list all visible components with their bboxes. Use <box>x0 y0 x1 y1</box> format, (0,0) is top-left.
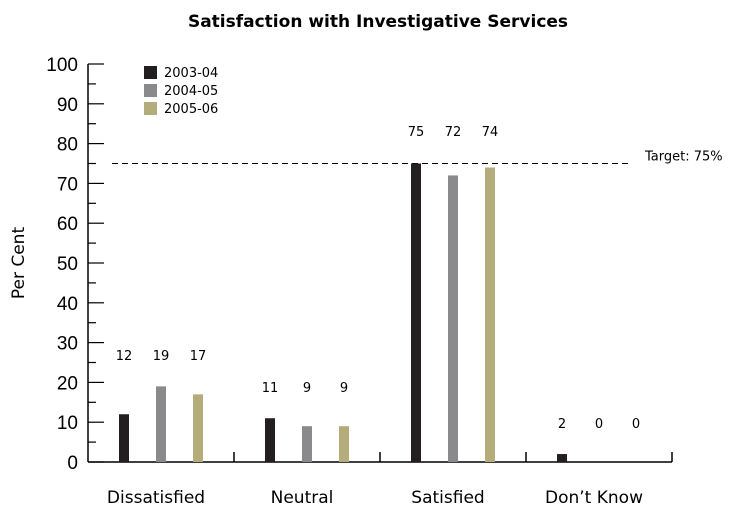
data-label: 9 <box>340 381 348 396</box>
bar <box>448 175 458 462</box>
legend: 2003-04 2004-05 2005-06 <box>144 66 218 117</box>
bar <box>265 418 275 462</box>
category-label: Satisfied <box>411 488 484 508</box>
legend-swatch <box>144 84 157 97</box>
category-label: Don’t Know <box>545 488 643 508</box>
y-tick-label: 60 <box>57 214 78 235</box>
bar <box>485 167 495 463</box>
data-label: 9 <box>303 381 311 396</box>
legend-label: 2004-05 <box>164 84 218 99</box>
target-line-group: Target: 75% <box>112 150 723 165</box>
legend-label: 2005-06 <box>164 102 218 117</box>
bar <box>302 426 312 462</box>
data-label: 19 <box>153 349 170 364</box>
y-tick-label: 70 <box>57 174 78 195</box>
y-tick-label: 80 <box>57 135 78 156</box>
bars <box>119 163 567 463</box>
y-axis-label: Per Cent <box>9 227 29 300</box>
y-tick-label: 20 <box>57 373 78 394</box>
data-label: 74 <box>482 125 499 140</box>
bar <box>119 414 129 462</box>
y-tick-label: 50 <box>57 254 78 275</box>
category-labels: Dissatisfied Neutral Satisfied Don’t Know <box>107 488 643 508</box>
data-label: 12 <box>116 349 133 364</box>
data-labels: 12 11 75 2 19 9 72 0 17 9 74 0 <box>116 125 640 432</box>
y-tick-label: 90 <box>57 95 78 116</box>
data-label: 0 <box>632 417 640 432</box>
bar <box>156 386 166 462</box>
bar <box>193 394 203 462</box>
category-label: Dissatisfied <box>107 488 205 508</box>
y-tick-label: 30 <box>57 334 78 355</box>
bar <box>339 426 349 462</box>
data-label: 72 <box>445 125 462 140</box>
y-tick-label: 100 <box>46 55 78 76</box>
data-label: 17 <box>190 349 207 364</box>
data-label: 2 <box>558 417 566 432</box>
y-tick-label: 10 <box>57 413 78 434</box>
data-label: 75 <box>408 125 425 140</box>
bar <box>411 163 421 462</box>
chart-title: Satisfaction with Investigative Services <box>188 12 568 32</box>
data-label: 11 <box>262 381 279 396</box>
y-tick-label: 40 <box>57 294 78 315</box>
legend-swatch <box>144 66 157 79</box>
legend-swatch <box>144 102 157 115</box>
data-label: 0 <box>595 417 603 432</box>
y-axis: 0 10 20 30 40 50 60 70 80 90 100 <box>46 55 104 474</box>
target-label: Target: 75% <box>644 150 723 165</box>
y-tick-label: 0 <box>67 453 78 474</box>
legend-label: 2003-04 <box>164 66 218 81</box>
category-label: Neutral <box>271 488 334 508</box>
x-axis <box>88 452 673 463</box>
bar <box>557 454 567 462</box>
